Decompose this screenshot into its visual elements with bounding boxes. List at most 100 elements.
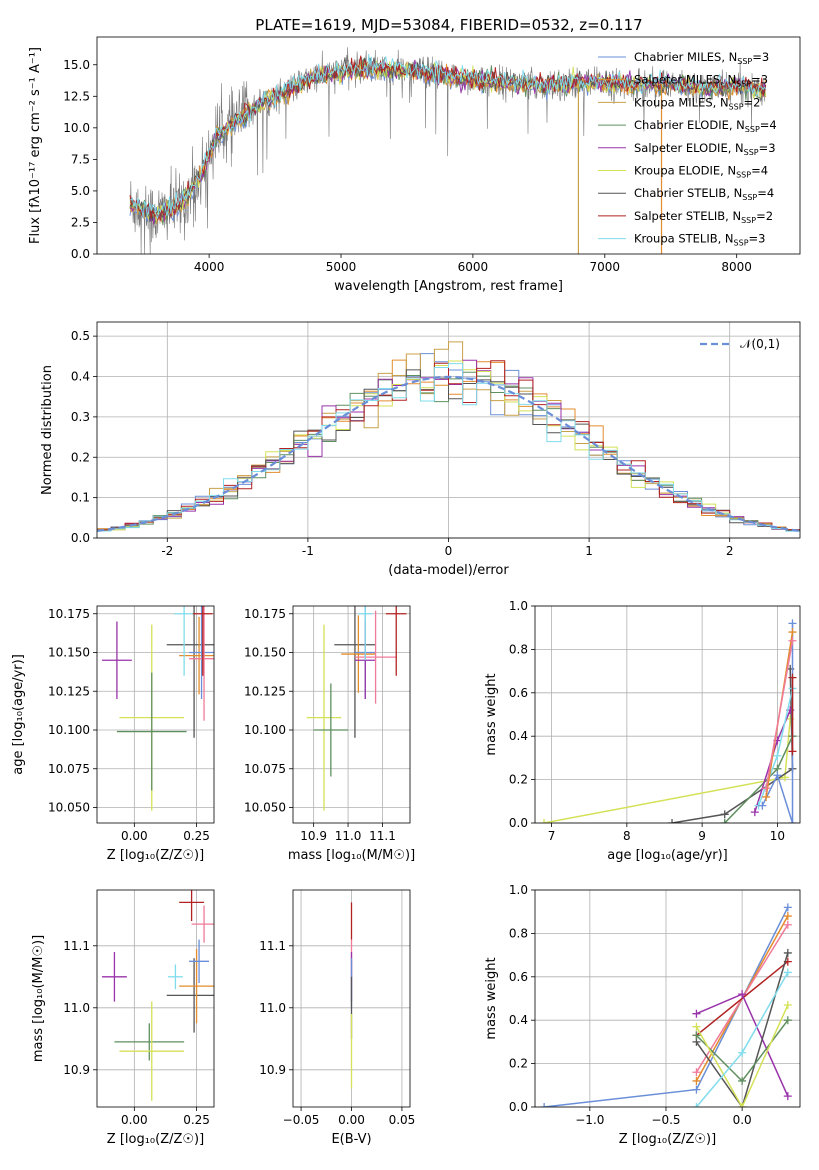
weight-marker [758, 801, 767, 810]
y-axis-label: mass [log₁₀(M/M☉)] [31, 935, 46, 1062]
x-tick-label: 0.05 [389, 1113, 416, 1127]
weight-marker [692, 1068, 701, 1077]
y-axis-label: Flux [fλ10⁻¹⁷ erg cm⁻² s⁻¹ A⁻¹] [28, 47, 43, 244]
weight-marker [738, 990, 747, 999]
weight-marker [783, 1016, 792, 1025]
legend-label: Salpeter STELIB, NSSP=2 [634, 209, 773, 225]
weight-marker [540, 1103, 549, 1107]
legend-label: Chabrier ELODIE, NSSP=4 [634, 118, 777, 134]
legend-label: Salpeter ELODIE, NSSP=3 [634, 141, 776, 157]
weight-marker [783, 968, 792, 977]
x-tick-label: 8 [623, 829, 631, 843]
y-tick-label: 10.0 [63, 121, 90, 135]
errorbar-point [179, 890, 205, 921]
y-tick-label: 0.4 [71, 370, 90, 384]
y-tick-label: 0.1 [71, 491, 90, 505]
errorbar-point [385, 606, 407, 676]
y-tick-label: 10.175 [48, 607, 90, 621]
weight-marker [720, 819, 729, 823]
plot-area [97, 341, 800, 532]
axes-frame [96, 605, 215, 824]
weight-marker [788, 628, 797, 637]
x-axis-label: wavelength [Angstrom, rest frame] [334, 279, 563, 294]
y-tick-label: 10.150 [48, 646, 90, 660]
x-tick-label: 11.1 [369, 829, 396, 843]
y-tick-label: 0.3 [71, 410, 90, 424]
panel-weight-vs-z: −1.0 −0.5 0.0 0.0 0.2 0.4 0.6 0.8 1.0 Z [log₁₀(Z/… [484, 883, 801, 1147]
x-tick-label: 0.0 [733, 1113, 752, 1127]
axes-frame [534, 889, 801, 1108]
y-tick-label: 10.150 [244, 646, 286, 660]
y-tick-label: 0.0 [509, 816, 528, 830]
x-axis-label: Z [log₁₀(Z/Z☉)] [107, 1132, 204, 1147]
y-tick-label: 0.6 [509, 970, 528, 984]
y-tick-label: 10.9 [259, 1063, 286, 1077]
legend-label: Chabrier MILES, NSSP=3 [634, 50, 769, 66]
x-tick-label: -1 [302, 544, 314, 558]
x-tick-label: 0.25 [183, 1113, 210, 1127]
plot-area [129, 47, 767, 254]
y-tick-label: 11.0 [259, 1001, 286, 1015]
weight-marker [692, 1022, 701, 1031]
y-axis-label: age [log₁₀(age/yr)] [11, 654, 26, 775]
y-tick-label: 10.9 [63, 1063, 90, 1077]
y-tick-label: 0.2 [509, 1057, 528, 1071]
plot-area [101, 890, 214, 1101]
x-tick-label: 1 [585, 544, 593, 558]
errorbar-point [341, 615, 376, 693]
y-tick-label: 0.2 [71, 450, 90, 464]
errorbar-point [174, 606, 195, 676]
errorbar-point [189, 939, 210, 983]
y-tick-label: 10.100 [48, 723, 90, 737]
weight-marker [783, 948, 792, 957]
y-tick-label: 0.8 [509, 926, 528, 940]
y-tick-label: 0.0 [71, 531, 90, 545]
x-tick-label: 5000 [326, 260, 357, 274]
y-tick-label: 0.0 [509, 1100, 528, 1114]
x-tick-label: 0.25 [183, 829, 210, 843]
y-tick-label: 7.5 [71, 152, 90, 166]
x-tick-label: 0.00 [121, 829, 148, 843]
x-tick-label: 4000 [194, 260, 225, 274]
legend-label: Kroupa STELIB, NSSP=3 [634, 232, 765, 248]
panel-mass-vs-z: 0.00 0.25 10.9 11.0 11.1 Z [log₁₀(Z/Z☉)] mass … [31, 889, 215, 1147]
legend-label: Kroupa ELODIE, NSSP=4 [634, 164, 768, 180]
x-tick-label: 10.9 [300, 829, 327, 843]
axes-frame [534, 605, 801, 824]
y-tick-label: 0.4 [509, 729, 528, 743]
x-tick-label: 7 [548, 829, 556, 843]
panel-mass-vs-ebv: −0.05 0.00 0.05 10.9 11.0 11.1 E(B-V) [259, 889, 416, 1147]
y-tick-label: 10.050 [48, 801, 90, 815]
errorbar-point [179, 948, 214, 1024]
panel-age-vs-mass: 10.9 11.0 11.1 10.050 10.075 10.100 10.125 10.1… [244, 605, 415, 863]
weight-marker [773, 771, 782, 780]
weight-series-line [695, 952, 789, 1107]
panel-spectrum: 4000 5000 6000 7000 8000 0.0 2.5 5.0 7.5 10.0 12.5… [28, 36, 801, 294]
normal-reference-curve [97, 375, 800, 532]
weight-series-line [695, 961, 789, 1036]
y-tick-label: 15.0 [63, 58, 90, 72]
x-tick-label: 7000 [590, 260, 621, 274]
weight-marker [788, 819, 797, 823]
weight-series-line [543, 718, 791, 823]
x-tick-label: 0 [445, 544, 453, 558]
x-axis-label: E(B-V) [331, 1132, 371, 1147]
weight-marker [788, 747, 797, 756]
axes-frame [96, 889, 215, 1108]
y-tick-label: 10.125 [48, 684, 90, 698]
x-axis-label: Z [log₁₀(Z/Z☉)] [619, 1132, 716, 1147]
x-tick-label: -2 [161, 544, 173, 558]
weight-marker [738, 1103, 747, 1107]
residual-histogram [97, 363, 800, 532]
weight-marker [692, 1085, 701, 1094]
y-tick-label: 5.0 [71, 184, 90, 198]
y-axis-label: mass weight [484, 957, 499, 1039]
errorbar-point [354, 610, 397, 704]
axes-frame [292, 605, 411, 824]
weight-marker [692, 1103, 701, 1107]
y-tick-label: 12.5 [63, 89, 90, 103]
weight-marker [738, 1076, 747, 1085]
errorbar-point [191, 905, 214, 943]
panel-residuals: -2 -1 0 1 2 0.0 0.1 0.2 0.3 0.4 0.5 (data-model)/er… [40, 321, 801, 578]
errorbar-point [101, 621, 132, 699]
